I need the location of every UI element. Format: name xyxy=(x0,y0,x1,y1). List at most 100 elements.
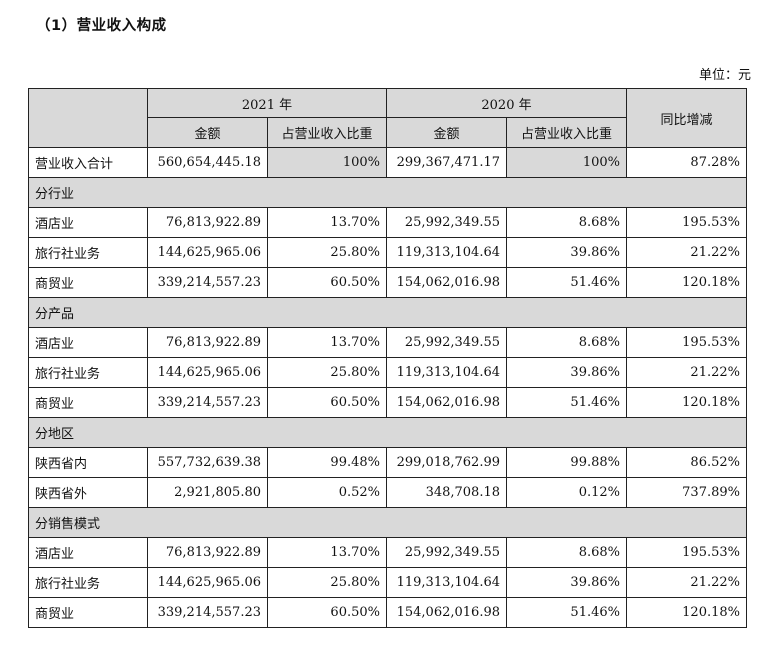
share-2021-cell: 60.50% xyxy=(267,597,387,628)
share-2020-cell: 0.12% xyxy=(506,477,627,508)
amount-2021-cell: 144,625,965.06 xyxy=(147,567,268,598)
share-2020-cell: 8.68% xyxy=(506,207,627,238)
amount-2020-cell: 299,018,762.99 xyxy=(386,447,507,478)
share-2021-cell: 25.80% xyxy=(267,237,387,268)
table-row: 陕西省外 2,921,805.80 0.52% 348,708.18 0.12% 737.… xyxy=(28,477,747,508)
section-header-row: 分行业 xyxy=(28,177,747,208)
yoy-cell: 21.22% xyxy=(626,357,747,388)
row-label: 陕西省内 xyxy=(28,447,148,478)
unit-label: 单位：元 xyxy=(698,68,751,83)
row-label: 旅行社业务 xyxy=(28,567,148,598)
table-row: 商贸业 339,214,557.23 60.50% 154,062,016.98 51.… xyxy=(28,387,747,418)
amount-2020-cell: 119,313,104.64 xyxy=(386,567,507,598)
yoy-cell: 120.18% xyxy=(626,387,747,418)
row-label: 陕西省外 xyxy=(28,477,148,508)
amount-2020-cell: 154,062,016.98 xyxy=(386,267,507,298)
header-amount-2021: 金额 xyxy=(147,117,268,148)
share-2021-cell: 60.50% xyxy=(267,267,387,298)
amount-2021-cell: 76,813,922.89 xyxy=(147,537,268,568)
share-2021-cell: 25.80% xyxy=(267,567,387,598)
yoy-cell: 120.18% xyxy=(626,597,747,628)
table-row: 旅行社业务 144,625,965.06 25.80% 119,313,104.64 3… xyxy=(28,237,747,268)
section-title-cell: 分地区 xyxy=(28,417,747,448)
share-2020-cell: 100% xyxy=(506,147,627,178)
share-2020-cell: 8.68% xyxy=(506,327,627,358)
section-title-cell: 分销售模式 xyxy=(28,507,747,538)
amount-2020-cell: 119,313,104.64 xyxy=(386,357,507,388)
amount-2020-cell: 25,992,349.55 xyxy=(386,537,507,568)
share-2021-cell: 13.70% xyxy=(267,327,387,358)
section-header-row: 分地区 xyxy=(28,417,747,448)
share-2021-cell: 25.80% xyxy=(267,357,387,388)
yoy-cell: 195.53% xyxy=(626,327,747,358)
yoy-cell: 195.53% xyxy=(626,537,747,568)
share-2020-cell: 51.46% xyxy=(506,267,627,298)
header-share-2021: 占营业收入比重 xyxy=(267,117,387,148)
share-2020-cell: 39.86% xyxy=(506,357,627,388)
total-row: 营业收入合计 560,654,445.18 100% 299,367,471.1… xyxy=(28,147,747,178)
amount-2021-cell: 2,921,805.80 xyxy=(147,477,268,508)
share-2020-cell: 51.46% xyxy=(506,597,627,628)
table-row: 酒店业 76,813,922.89 13.70% 25,992,349.55 8.68%… xyxy=(28,327,747,358)
table-row: 陕西省内 557,732,639.38 99.48% 299,018,762.99 99… xyxy=(28,447,747,478)
amount-2020-cell: 348,708.18 xyxy=(386,477,507,508)
section-title: （1）营业收入构成 xyxy=(36,18,167,34)
share-2021-cell: 0.52% xyxy=(267,477,387,508)
row-label: 营业收入合计 xyxy=(28,147,148,178)
header-amount-2020: 金额 xyxy=(386,117,507,148)
yoy-cell: 86.52% xyxy=(626,447,747,478)
section-title-cell: 分产品 xyxy=(28,297,747,328)
row-label: 酒店业 xyxy=(28,207,148,238)
share-2020-cell: 51.46% xyxy=(506,387,627,418)
amount-2021-cell: 339,214,557.23 xyxy=(147,387,268,418)
header-share-2020: 占营业收入比重 xyxy=(506,117,627,148)
section-header-row: 分产品 xyxy=(28,297,747,328)
amount-2020-cell: 154,062,016.98 xyxy=(386,597,507,628)
row-label: 旅行社业务 xyxy=(28,357,148,388)
share-2021-cell: 13.70% xyxy=(267,207,387,238)
table-row: 酒店业 76,813,922.89 13.70% 25,992,349.55 8.68%… xyxy=(28,207,747,238)
yoy-cell: 21.22% xyxy=(626,567,747,598)
row-label: 酒店业 xyxy=(28,327,148,358)
header-year-2020: 2020 年 xyxy=(386,88,627,118)
header-yoy: 同比增减 xyxy=(626,88,747,148)
table-row: 酒店业 76,813,922.89 13.70% 25,992,349.55 8.68%… xyxy=(28,537,747,568)
yoy-cell: 21.22% xyxy=(626,237,747,268)
amount-2021-cell: 76,813,922.89 xyxy=(147,207,268,238)
section-title-cell: 分行业 xyxy=(28,177,747,208)
row-label: 酒店业 xyxy=(28,537,148,568)
amount-2021-cell: 560,654,445.18 xyxy=(147,147,268,178)
share-2021-cell: 60.50% xyxy=(267,387,387,418)
row-label: 旅行社业务 xyxy=(28,237,148,268)
share-2020-cell: 39.86% xyxy=(506,567,627,598)
table-row: 商贸业 339,214,557.23 60.50% 154,062,016.98 51.… xyxy=(28,597,747,628)
table-row: 旅行社业务 144,625,965.06 25.80% 119,313,104.64 3… xyxy=(28,567,747,598)
amount-2021-cell: 76,813,922.89 xyxy=(147,327,268,358)
row-label: 商贸业 xyxy=(28,267,148,298)
amount-2021-cell: 339,214,557.23 xyxy=(147,267,268,298)
amount-2020-cell: 25,992,349.55 xyxy=(386,327,507,358)
header-year-2021: 2021 年 xyxy=(147,88,387,118)
amount-2020-cell: 299,367,471.17 xyxy=(386,147,507,178)
share-2020-cell: 39.86% xyxy=(506,237,627,268)
share-2020-cell: 99.88% xyxy=(506,447,627,478)
amount-2020-cell: 119,313,104.64 xyxy=(386,237,507,268)
amount-2021-cell: 339,214,557.23 xyxy=(147,597,268,628)
row-label: 商贸业 xyxy=(28,597,148,628)
yoy-cell: 737.89% xyxy=(626,477,747,508)
table-row: 商贸业 339,214,557.23 60.50% 154,062,016.98 51.… xyxy=(28,267,747,298)
section-header-row: 分销售模式 xyxy=(28,507,747,538)
header-corner xyxy=(28,88,148,148)
share-2021-cell: 99.48% xyxy=(267,447,387,478)
yoy-cell: 120.18% xyxy=(626,267,747,298)
share-2020-cell: 8.68% xyxy=(506,537,627,568)
revenue-composition-table: 2021 年 2020 年 同比增减 金额 占营业收入比重 金额 占营业收入比重… xyxy=(28,88,747,628)
amount-2021-cell: 144,625,965.06 xyxy=(147,237,268,268)
amount-2020-cell: 25,992,349.55 xyxy=(386,207,507,238)
amount-2021-cell: 557,732,639.38 xyxy=(147,447,268,478)
share-2021-cell: 13.70% xyxy=(267,537,387,568)
yoy-cell: 87.28% xyxy=(626,147,747,178)
table-row: 旅行社业务 144,625,965.06 25.80% 119,313,104.64 3… xyxy=(28,357,747,388)
yoy-cell: 195.53% xyxy=(626,207,747,238)
row-label: 商贸业 xyxy=(28,387,148,418)
